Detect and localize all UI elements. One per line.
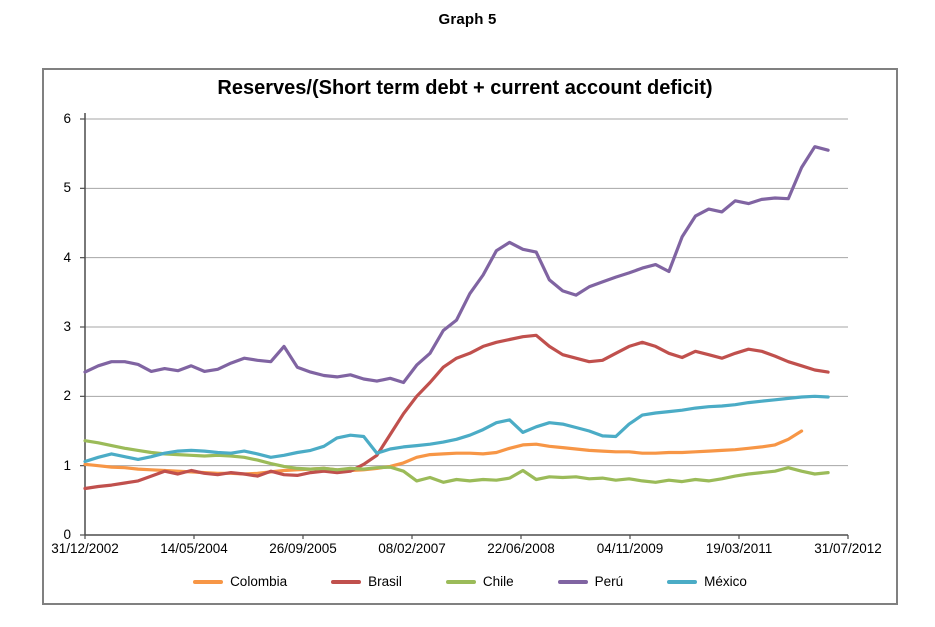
y-tick-label-5: 5 [63, 180, 71, 196]
series-line-brasil [83, 333, 830, 491]
y-tick-label-0: 0 [63, 527, 71, 542]
x-tick-label: 14/05/2004 [160, 541, 228, 556]
legend-item-mexico: México [667, 574, 747, 589]
x-tick-label: 08/02/2007 [378, 541, 446, 556]
y-tick-label-3: 3 [63, 319, 71, 334]
x-tick-label: 31/07/2012 [814, 541, 882, 556]
chart-title: Reserves/(Short term debt + current acco… [217, 77, 713, 99]
legend-item-chile: Chile [445, 574, 514, 589]
legend-label-chile: Chile [482, 574, 514, 589]
y-tick-label-4: 4 [63, 249, 71, 265]
chart-container: Reserves/(Short term debt + current acco… [42, 68, 898, 605]
x-tick-label: 31/12/2002 [51, 541, 119, 556]
x-tick-label: 19/03/2011 [705, 541, 773, 556]
legend-item-brasil: Brasil [331, 574, 402, 589]
legend-swatch-colombia [193, 579, 224, 584]
legend-label-peru: Perú [594, 574, 624, 589]
plot-area [80, 113, 849, 539]
series-line-chile [83, 439, 830, 484]
x-tick-label: 04/11/2009 [596, 541, 664, 556]
series-line-colombia [83, 429, 804, 476]
series-line-peru [83, 145, 830, 385]
legend-label-brasil: Brasil [368, 574, 402, 589]
legend-swatch-chile [445, 579, 476, 584]
x-tick-label: 22/06/2008 [487, 541, 555, 556]
y-tick-label-1: 1 [63, 457, 71, 473]
legend-item-peru: Perú [557, 574, 624, 589]
figure-caption: Graph 5 [438, 11, 497, 28]
legend-swatch-brasil [331, 579, 362, 584]
y-tick-label-2: 2 [63, 388, 71, 404]
legend: Colombia Brasil Chile Perú México [44, 574, 896, 589]
legend-label-colombia: Colombia [230, 574, 288, 589]
legend-swatch-mexico [667, 579, 698, 584]
series-line-mexico [83, 394, 830, 464]
legend-label-mexico: México [704, 574, 747, 589]
y-tick-label-6: 6 [63, 111, 71, 126]
legend-swatch-peru [557, 579, 588, 584]
x-tick-label: 26/09/2005 [269, 541, 337, 556]
legend-item-colombia: Colombia [193, 574, 287, 589]
